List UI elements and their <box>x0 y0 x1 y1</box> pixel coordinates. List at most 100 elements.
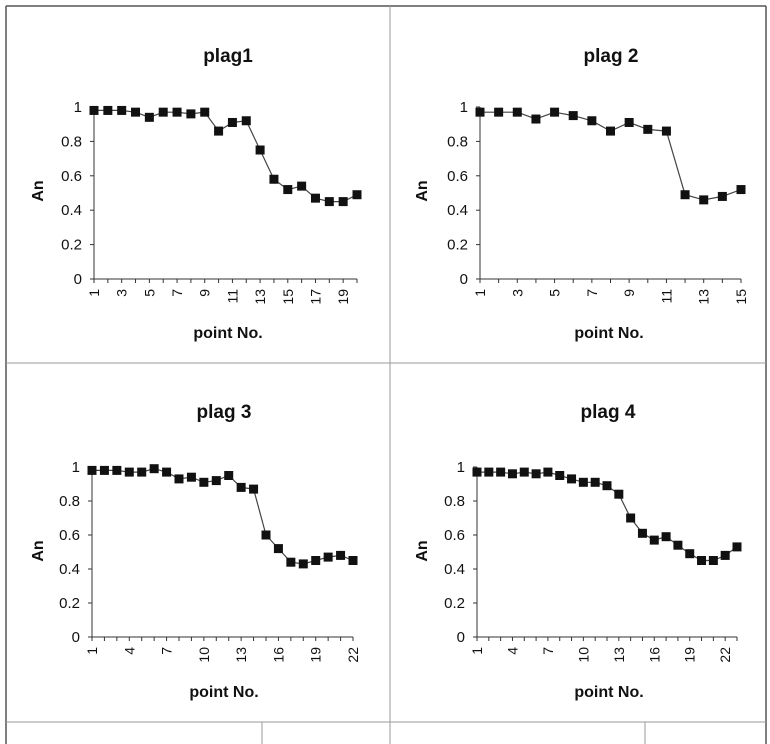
x-ticks: 1 3 5 7 9 11 13 15 17 19 <box>86 279 358 305</box>
data-point <box>472 467 482 477</box>
x-tick-label: 1 <box>84 647 100 655</box>
x-tick-label: 13 <box>252 289 268 305</box>
x-tick-label: 1 <box>469 647 485 655</box>
y-axis-label: An <box>414 540 431 561</box>
chart-title: plag 4 <box>581 402 636 423</box>
data-point <box>144 112 154 122</box>
data-point <box>158 107 168 117</box>
y-axis-label: An <box>30 540 47 561</box>
data-series <box>472 467 742 565</box>
data-point <box>324 197 334 207</box>
y-tick-label: 0 <box>74 271 82 288</box>
data-point <box>89 105 99 115</box>
x-tick-label: 13 <box>233 647 249 663</box>
data-point <box>103 105 113 115</box>
y-tick-label: 1 <box>74 99 82 116</box>
x-axis-label: point No. <box>574 684 643 701</box>
x-ticks: 1 4 7 10 13 16 19 22 <box>84 637 361 663</box>
x-tick-label: 22 <box>717 647 733 663</box>
y-tick-label: 1 <box>460 99 468 116</box>
x-axis-label: point No. <box>193 325 262 342</box>
data-point <box>550 107 560 117</box>
y-tick-label: 0.6 <box>61 168 82 185</box>
data-point <box>117 105 127 115</box>
data-point <box>297 181 307 191</box>
data-point <box>124 467 134 477</box>
data-point <box>661 532 671 542</box>
x-tick-label: 4 <box>504 647 520 655</box>
x-tick-label: 5 <box>141 289 157 297</box>
data-point <box>578 477 588 487</box>
data-point <box>507 469 517 479</box>
data-point <box>174 474 184 484</box>
data-point <box>200 107 210 117</box>
x-tick-label: 7 <box>169 289 185 297</box>
y-tick-label: 0.8 <box>61 133 82 150</box>
data-series <box>475 107 746 205</box>
x-tick-label: 10 <box>196 647 212 663</box>
data-point <box>186 109 196 119</box>
data-point <box>186 472 196 482</box>
data-point <box>717 191 727 201</box>
data-point <box>261 530 271 540</box>
data-point <box>323 552 333 562</box>
x-tick-label: 22 <box>345 647 361 663</box>
x-tick-label: 16 <box>270 647 286 663</box>
data-point <box>311 556 321 565</box>
data-point <box>637 528 647 538</box>
x-tick-label: 1 <box>472 289 488 297</box>
data-point <box>131 107 141 117</box>
data-point <box>494 107 504 117</box>
data-point <box>602 481 612 491</box>
data-point <box>673 540 683 550</box>
data-point <box>162 467 172 477</box>
data-point <box>310 193 320 203</box>
y-ticks: 0 0.2 0.4 0.6 0.8 1 <box>61 99 94 288</box>
y-tick-label: 0.4 <box>59 561 80 578</box>
y-tick-label: 1 <box>72 459 80 476</box>
x-tick-label: 5 <box>547 289 563 297</box>
y-axis-label: An <box>30 180 47 201</box>
data-point <box>531 114 541 124</box>
chart-title: plag 2 <box>584 46 639 67</box>
data-point <box>112 465 122 475</box>
data-point <box>99 465 109 475</box>
data-point <box>227 117 237 127</box>
data-point <box>614 489 624 499</box>
x-ticks: 1 4 7 10 13 16 19 22 <box>469 637 738 663</box>
data-point <box>531 469 541 479</box>
data-point <box>255 145 265 155</box>
data-point <box>137 467 147 477</box>
data-point <box>567 474 577 484</box>
x-axis-label: point No. <box>574 325 643 342</box>
data-point <box>283 185 293 195</box>
data-point <box>708 556 718 565</box>
data-point <box>484 467 494 477</box>
data-point <box>606 126 615 136</box>
data-point <box>249 484 259 494</box>
x-tick-label: 16 <box>646 647 662 663</box>
x-tick-label: 15 <box>280 289 296 305</box>
y-tick-label: 0.6 <box>447 168 468 185</box>
x-tick-label: 19 <box>308 647 324 663</box>
axes <box>476 467 737 638</box>
data-point <box>732 542 742 552</box>
data-point <box>338 197 348 207</box>
chart-title: plag1 <box>203 46 253 67</box>
x-tick-label: 3 <box>114 289 130 297</box>
y-tick-label: 0 <box>457 629 465 646</box>
data-point <box>685 549 695 559</box>
y-tick-label: 0.2 <box>447 237 468 254</box>
y-tick-label: 0.4 <box>447 202 468 219</box>
data-point <box>475 107 485 117</box>
data-point <box>543 467 553 477</box>
x-tick-label: 13 <box>696 289 712 305</box>
x-tick-label: 7 <box>540 647 556 655</box>
x-tick-label: 13 <box>611 647 627 663</box>
data-point <box>172 107 182 117</box>
y-tick-label: 0.6 <box>444 527 465 544</box>
y-tick-label: 0.4 <box>61 202 82 219</box>
axes <box>93 107 357 280</box>
